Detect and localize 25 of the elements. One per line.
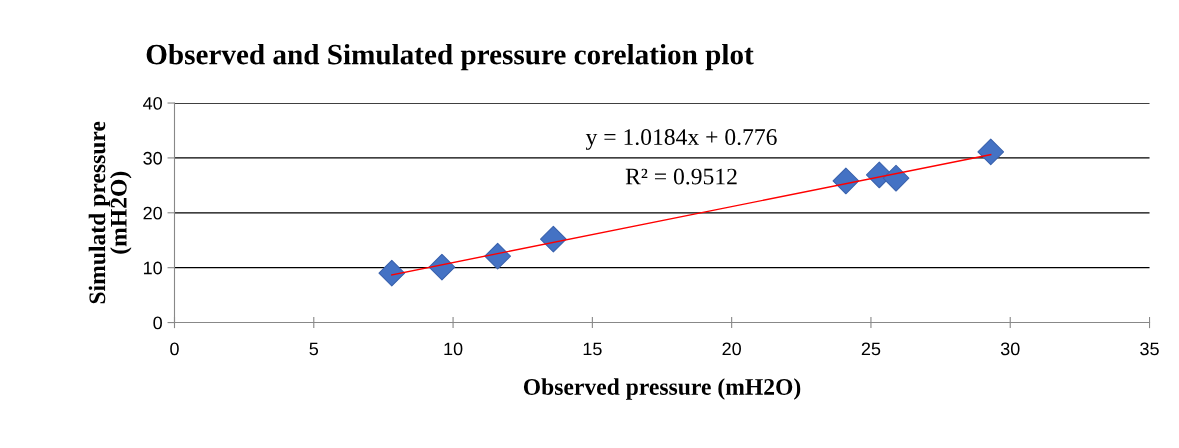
x-tick-label: 0 bbox=[170, 342, 179, 356]
x-tick-label: 30 bbox=[1000, 342, 1020, 356]
point bbox=[977, 138, 1005, 166]
y-axis-title: Simulatd pressure (mH2O) bbox=[88, 121, 132, 304]
x-tick-label: 10 bbox=[444, 342, 463, 356]
x-tick-label: 35 bbox=[1140, 342, 1159, 356]
y-tick-label: 0 bbox=[153, 316, 162, 330]
y-tick-label: 20 bbox=[143, 206, 162, 220]
point bbox=[378, 259, 406, 287]
point bbox=[484, 242, 512, 270]
chart-title: Observed and Simulated pressure corelation plot bbox=[146, 43, 754, 71]
annotation: y = 1.0184x + 0.776 bbox=[585, 129, 777, 150]
point bbox=[428, 253, 456, 281]
x-tick-label: 20 bbox=[722, 342, 741, 356]
y-tick-label: 10 bbox=[143, 261, 162, 275]
point bbox=[540, 225, 567, 253]
y-tick-label: 30 bbox=[143, 151, 162, 165]
x-tick-label: 25 bbox=[861, 342, 881, 356]
point bbox=[882, 164, 910, 192]
y-tick-label: 40 bbox=[143, 96, 162, 110]
point bbox=[832, 167, 860, 195]
annotation: R² = 0.9512 bbox=[625, 168, 737, 185]
x-tick-label: 15 bbox=[583, 342, 602, 356]
x-axis-title: Observed pressure (mH2O) bbox=[523, 378, 801, 400]
x-tick-label: 5 bbox=[309, 342, 319, 356]
